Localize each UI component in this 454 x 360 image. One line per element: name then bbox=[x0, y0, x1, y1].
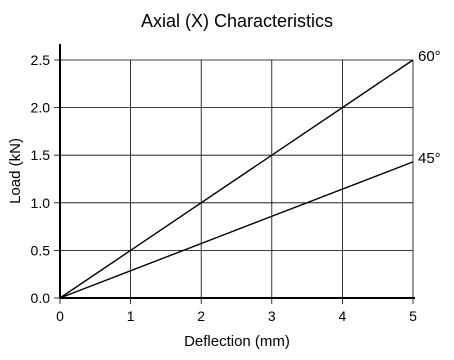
x-tick-label: 4 bbox=[339, 308, 347, 324]
y-tick-label: 1.0 bbox=[31, 195, 51, 211]
y-tick-label: 2.5 bbox=[31, 52, 51, 68]
axes bbox=[60, 44, 415, 298]
series-line-0 bbox=[60, 60, 413, 298]
y-tick-label: 0.5 bbox=[31, 242, 51, 258]
y-tick-labels: 0.0 0.5 1.0 1.5 2.0 2.5 bbox=[31, 52, 60, 306]
series-labels: 60° 45° bbox=[418, 48, 441, 167]
x-tick-label: 2 bbox=[197, 308, 205, 324]
y-tick-label: 0.0 bbox=[31, 290, 51, 306]
y-tick-label: 1.5 bbox=[31, 147, 51, 163]
x-axis-label: Deflection (mm) bbox=[184, 333, 290, 350]
y-tick-label: 2.0 bbox=[31, 100, 51, 116]
x-tick-label: 1 bbox=[127, 308, 135, 324]
y-axis-label: Load (kN) bbox=[7, 138, 24, 204]
chart-title: Axial (X) Characteristics bbox=[141, 11, 333, 31]
x-tick-labels: 0 1 2 3 4 5 bbox=[56, 298, 417, 324]
x-tick-label: 0 bbox=[56, 308, 64, 324]
series-line-1 bbox=[60, 162, 413, 298]
x-tick-label: 5 bbox=[409, 308, 417, 324]
series-label: 45° bbox=[418, 150, 441, 167]
x-tick-label: 3 bbox=[268, 308, 276, 324]
series-label: 60° bbox=[418, 48, 441, 65]
series-group bbox=[60, 60, 413, 298]
